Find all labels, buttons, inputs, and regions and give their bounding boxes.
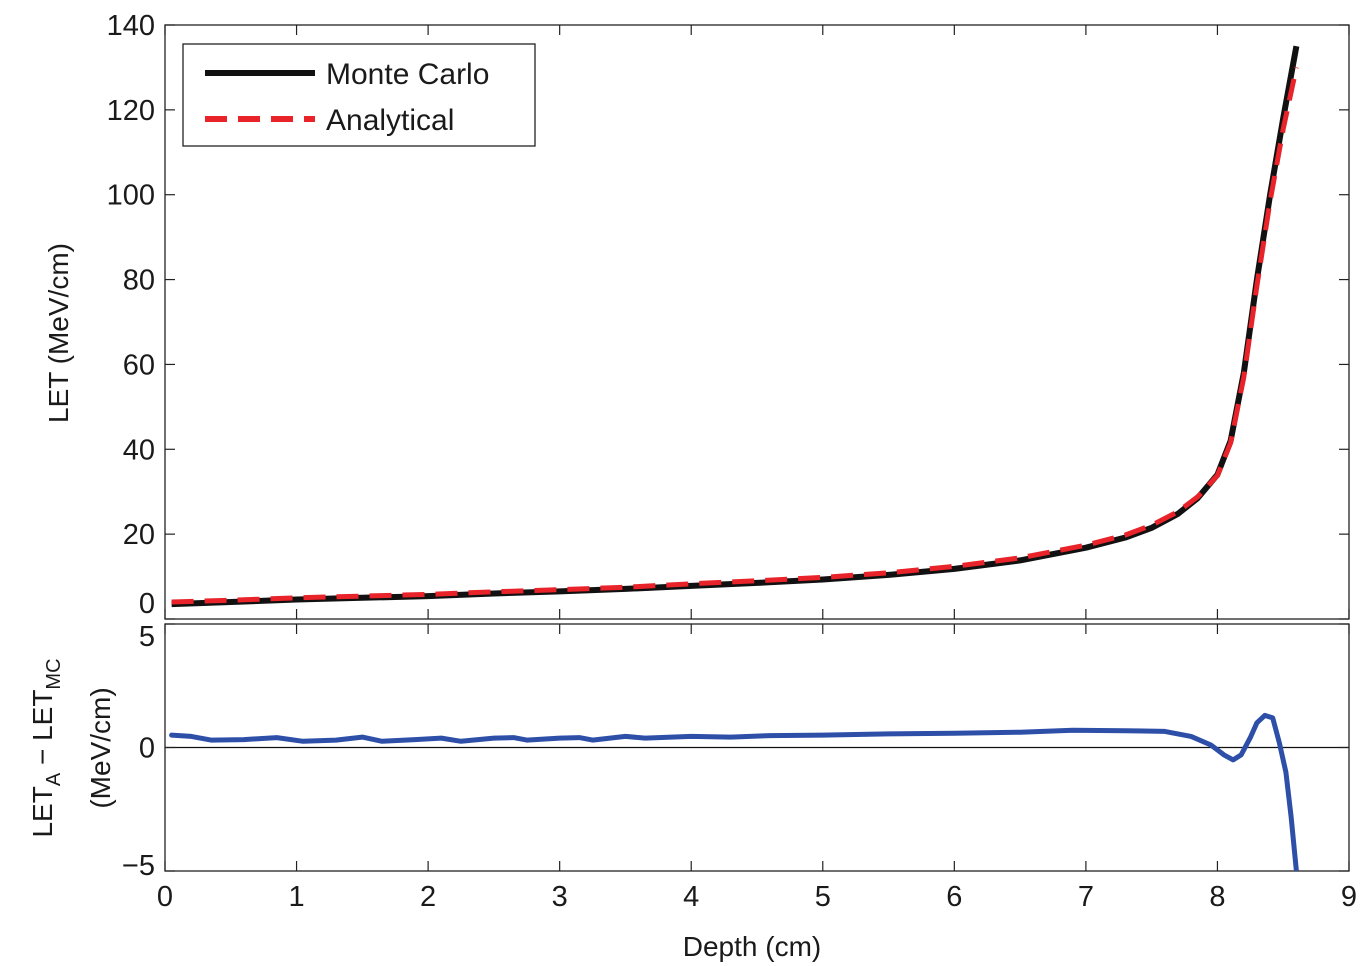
series-line-difference xyxy=(169,712,1299,871)
x-tick-label: 6 xyxy=(946,881,962,913)
x-tick-label: 2 xyxy=(420,881,436,913)
legend: Monte Carlo Analytical xyxy=(182,43,536,147)
x-tick-label: 9 xyxy=(1341,881,1357,913)
x-tick-label: 1 xyxy=(288,881,304,913)
top-y-tick-label: 120 xyxy=(107,95,155,127)
top-y-tick-label: 40 xyxy=(123,434,155,466)
top-y-tick-label: 20 xyxy=(123,519,155,551)
legend-label-analytical: Analytical xyxy=(326,104,454,137)
top-y-tick-label: 100 xyxy=(107,180,155,212)
x-tick-label: 7 xyxy=(1078,881,1094,913)
top-series-group xyxy=(171,45,1300,608)
x-tick-label: 3 xyxy=(552,881,568,913)
series-line-analytical xyxy=(171,66,1299,605)
top-y-tick-label: 140 xyxy=(107,10,155,42)
bottom-y-tick-label: −5 xyxy=(122,850,155,882)
top-y-tick-label: 0 xyxy=(139,588,155,620)
x-tick-label: 5 xyxy=(815,881,831,913)
top-y-tick-label: 60 xyxy=(123,349,155,381)
bottom-y-tick-label: 0 xyxy=(139,733,155,765)
top-y-axis-label: LET (MeV/cm) xyxy=(43,243,74,423)
bottom-y-axis-label-line1: LETA − LETMC xyxy=(27,658,65,837)
top-y-ticks: 0 20 40 60 80 100 120 140 xyxy=(107,10,1349,620)
top-y-tick-label: 80 xyxy=(123,265,155,297)
bottom-y-tick-label: 5 xyxy=(139,621,155,653)
x-tick-label: 0 xyxy=(157,881,173,913)
x-tick-label: 4 xyxy=(683,881,699,913)
bottom-series-group xyxy=(169,712,1299,871)
legend-box xyxy=(182,43,536,147)
x-axis-label: Depth (cm) xyxy=(683,931,821,962)
legend-label-monte-carlo: Monte Carlo xyxy=(326,58,489,91)
bottom-y-axis-label: LETA − LETMC (MeV/cm) xyxy=(27,658,116,837)
bottom-y-axis-label-line2: (MeV/cm) xyxy=(85,687,116,808)
x-tick-label: 8 xyxy=(1209,881,1225,913)
